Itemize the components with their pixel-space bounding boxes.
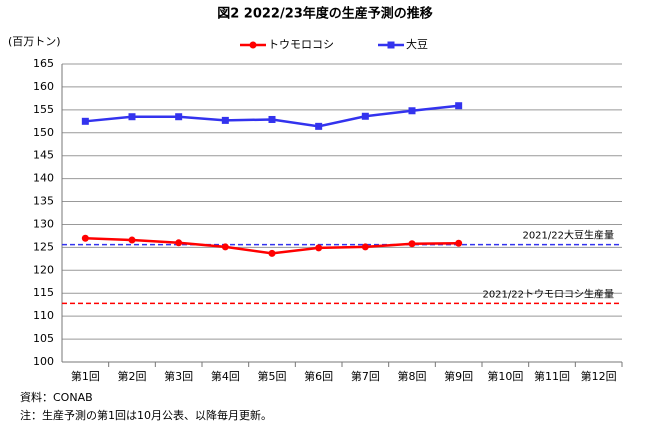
marker (268, 115, 276, 123)
marker (175, 113, 183, 121)
x-tick-label: 第11回 (534, 369, 570, 383)
marker (361, 112, 369, 120)
y-tick-label: 135 (33, 195, 54, 208)
y-tick-label: 160 (33, 80, 54, 93)
x-tick-label: 第12回 (581, 369, 617, 383)
legend-marker (387, 41, 395, 49)
y-tick-label: 125 (33, 240, 54, 253)
y-tick-label: 110 (33, 309, 54, 322)
y-tick-label: 105 (33, 332, 54, 345)
x-tick-label: 第10回 (487, 369, 523, 383)
marker (268, 249, 276, 257)
marker (128, 236, 136, 244)
y-tick-label: 120 (33, 263, 54, 276)
marker (81, 117, 89, 125)
marker (81, 234, 89, 242)
marker (315, 244, 323, 252)
marker (408, 107, 416, 115)
y-tick-label: 165 (33, 57, 54, 70)
reference-label: 2021/22トウモロコシ生産量 (482, 287, 614, 300)
x-tick-label: 第3回 (164, 369, 193, 383)
x-tick-label: 第5回 (258, 369, 287, 383)
legend-label: トウモロコシ (268, 38, 334, 51)
x-tick-label: 第2回 (118, 369, 147, 383)
marker (221, 243, 229, 251)
marker (361, 243, 369, 251)
marker (221, 116, 229, 124)
note: 資料：CONAB (20, 390, 93, 404)
chart-title: 図2 2022/23年度の生産予測の推移 (217, 6, 433, 22)
marker (128, 113, 136, 121)
y-tick-label: 145 (33, 149, 54, 162)
x-tick-label: 第4回 (211, 369, 240, 383)
x-tick-label: 第8回 (398, 369, 427, 383)
y-tick-label: 130 (33, 217, 54, 230)
y-tick-label: 155 (33, 103, 54, 116)
y-tick-label: 100 (33, 355, 54, 368)
y-tick-label: 140 (33, 172, 54, 185)
legend-marker (249, 41, 257, 49)
marker (175, 239, 183, 247)
x-tick-label: 第9回 (444, 369, 473, 383)
reference-label: 2021/22大豆生産量 (522, 229, 614, 242)
marker (455, 239, 463, 247)
y-tick-label: 150 (33, 126, 54, 139)
note: 注：生産予測の第1回は10月公表、以降毎月更新。 (20, 408, 272, 422)
x-tick-label: 第6回 (304, 369, 333, 383)
y-axis-label: (百万トン) (8, 35, 61, 48)
marker (315, 122, 323, 130)
y-tick-label: 115 (33, 286, 54, 299)
legend-label: 大豆 (406, 37, 428, 51)
x-tick-label: 第7回 (351, 369, 380, 383)
x-tick-label: 第1回 (71, 369, 100, 383)
marker (408, 240, 416, 248)
marker (455, 102, 463, 110)
